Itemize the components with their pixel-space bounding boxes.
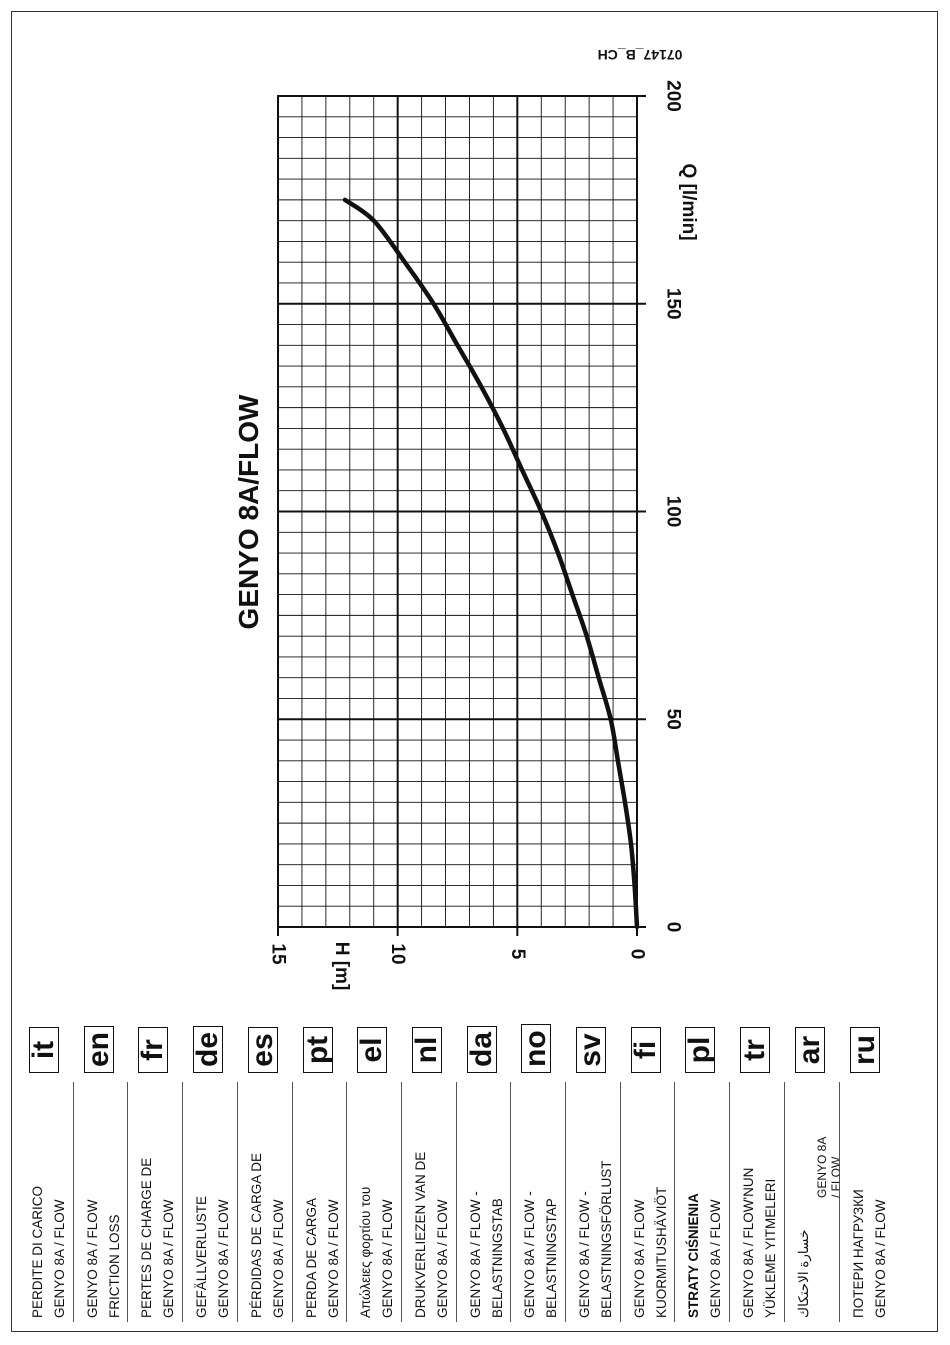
chart-title: GENYO 8A/FLOW: [233, 394, 264, 629]
page-frame: [11, 11, 938, 1332]
x-tick-label: 0: [663, 922, 684, 933]
y-tick-label: 15: [268, 943, 289, 965]
y-tick-label: 5: [507, 949, 528, 960]
y-tick-label: 10: [387, 943, 408, 964]
x-tick-label: 100: [663, 496, 684, 528]
chart-series: [342, 197, 640, 930]
series-line-0: [342, 197, 640, 930]
x-tick-label: 200: [663, 80, 684, 112]
x-axis-label: Q [l/min]: [678, 163, 699, 240]
chart-grid: [277, 95, 646, 936]
chart-ticks: 0 50 100 150 200 0 5 10 15: [268, 80, 684, 965]
x-tick-label: 150: [663, 288, 684, 320]
y-axis-label: H [m]: [331, 942, 352, 991]
x-tick-label: 50: [663, 709, 684, 730]
document-code: 07147_B_CH: [598, 47, 683, 63]
y-tick-label: 0: [627, 949, 648, 960]
